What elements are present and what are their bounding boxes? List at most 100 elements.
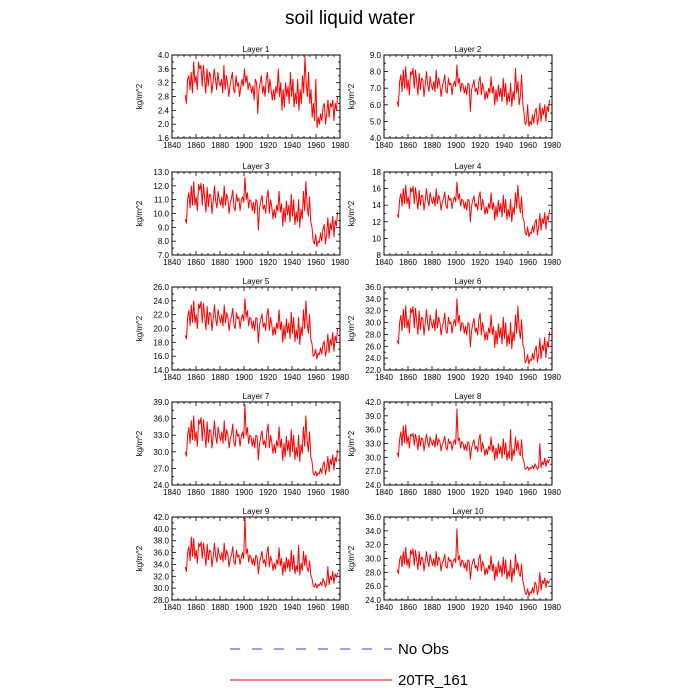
y-tick-label: 9.0: [370, 51, 382, 60]
y-tick-label: 33.0: [365, 440, 381, 449]
x-tick-label: 1880: [423, 258, 441, 267]
x-tick-label: 1960: [307, 141, 325, 150]
y-tick-label: 20.0: [153, 325, 169, 334]
y-tick-label: 30.0: [365, 453, 381, 462]
y-axis-label: kg/m^2: [347, 200, 356, 226]
legend-label: No Obs: [398, 641, 449, 658]
x-tick-label: 1900: [447, 373, 465, 382]
x-tick-label: 1920: [471, 141, 489, 150]
x-tick-label: 1960: [307, 373, 325, 382]
y-tick-label: 7.0: [158, 251, 170, 260]
panel-title: Layer 4: [455, 162, 482, 171]
x-tick-label: 1860: [399, 141, 417, 150]
x-tick-label: 1980: [543, 141, 561, 150]
y-tick-label: 16.0: [153, 352, 169, 361]
x-tick-label: 1980: [331, 141, 349, 150]
x-tick-label: 1980: [331, 258, 349, 267]
x-tick-label: 1920: [471, 603, 489, 612]
x-tick-label: 1900: [235, 141, 253, 150]
y-axis-label: kg/m^2: [135, 200, 144, 226]
x-tick-label: 1860: [399, 258, 417, 267]
series-line: [184, 404, 339, 477]
x-tick-label: 1880: [423, 141, 441, 150]
x-tick-label: 1940: [495, 603, 513, 612]
series-line: [184, 298, 339, 360]
x-tick-label: 1880: [423, 373, 441, 382]
x-tick-label: 1900: [235, 373, 253, 382]
y-tick-label: 13.0: [153, 168, 169, 177]
y-tick-label: 16: [372, 185, 381, 194]
y-tick-label: 32.0: [365, 307, 381, 316]
y-axis-label: kg/m^2: [347, 545, 356, 571]
x-tick-label: 1920: [471, 373, 489, 382]
x-tick-label: 1880: [211, 488, 229, 497]
panel-title: Layer 2: [455, 45, 482, 54]
x-tick-label: 1880: [211, 603, 229, 612]
x-tick-label: 1960: [519, 488, 537, 497]
x-tick-label: 1880: [211, 141, 229, 150]
y-tick-label: 18: [372, 168, 381, 177]
y-tick-label: 2.0: [158, 120, 170, 129]
y-tick-label: 36.0: [365, 283, 381, 292]
y-tick-label: 28.0: [365, 568, 381, 577]
y-tick-label: 36.0: [365, 426, 381, 435]
y-tick-label: 34.0: [365, 295, 381, 304]
x-tick-label: 1860: [399, 373, 417, 382]
x-tick-label: 1960: [307, 258, 325, 267]
y-tick-label: 30.0: [365, 555, 381, 564]
panel-10: Layer 10 1840 1860 1880 1900 1920 1940 1960 1980…: [347, 507, 561, 612]
y-tick-label: 22.0: [365, 366, 381, 375]
x-tick-label: 1980: [331, 373, 349, 382]
y-tick-label: 30.0: [153, 448, 169, 457]
x-tick-label: 1860: [399, 603, 417, 612]
y-tick-label: 30.0: [365, 319, 381, 328]
y-tick-label: 9.0: [158, 223, 170, 232]
y-tick-label: 32.0: [153, 572, 169, 581]
x-tick-label: 1940: [283, 488, 301, 497]
series-line: [184, 177, 339, 248]
series-line: [396, 64, 551, 127]
x-tick-label: 1920: [259, 488, 277, 497]
y-tick-label: 39.0: [153, 398, 169, 407]
y-tick-label: 34.0: [365, 527, 381, 536]
x-tick-label: 1860: [399, 488, 417, 497]
y-tick-label: 38.0: [153, 537, 169, 546]
plot-frame: [383, 516, 553, 601]
y-tick-label: 8: [377, 251, 382, 260]
panel-8: Layer 8 1840 1860 1880 1900 1920 1940 1960 1980 2…: [347, 392, 561, 497]
x-tick-label: 1980: [543, 373, 561, 382]
x-tick-label: 1840: [375, 258, 393, 267]
y-tick-label: 28.0: [365, 330, 381, 339]
x-tick-label: 1940: [283, 258, 301, 267]
x-tick-label: 1840: [163, 258, 181, 267]
panel-title: Layer 10: [452, 507, 484, 516]
y-tick-label: 42.0: [153, 513, 169, 522]
y-tick-label: 4.0: [370, 134, 382, 143]
y-tick-label: 7.0: [370, 84, 382, 93]
x-tick-label: 1960: [519, 141, 537, 150]
y-axis-label: kg/m^2: [347, 430, 356, 456]
y-tick-label: 1.6: [158, 134, 170, 143]
y-tick-label: 14.0: [153, 366, 169, 375]
y-tick-label: 6.0: [370, 101, 382, 110]
y-tick-label: 18.0: [153, 338, 169, 347]
x-tick-label: 1940: [495, 258, 513, 267]
x-tick-label: 1900: [447, 603, 465, 612]
y-tick-label: 24.0: [153, 297, 169, 306]
y-tick-label: 14: [372, 201, 381, 210]
x-tick-label: 1920: [471, 258, 489, 267]
x-tick-label: 1960: [519, 603, 537, 612]
x-tick-label: 1960: [307, 603, 325, 612]
y-tick-label: 34.0: [153, 560, 169, 569]
x-tick-label: 1860: [187, 603, 205, 612]
y-axis-label: kg/m^2: [135, 315, 144, 341]
y-tick-label: 26.0: [365, 342, 381, 351]
y-tick-label: 3.6: [158, 65, 170, 74]
y-tick-label: 8.0: [158, 237, 170, 246]
panel-title: Layer 8: [455, 392, 482, 401]
x-tick-label: 1840: [163, 603, 181, 612]
x-tick-label: 1860: [187, 258, 205, 267]
series-line: [184, 56, 339, 129]
x-tick-label: 1880: [211, 373, 229, 382]
y-axis-label: kg/m^2: [135, 545, 144, 571]
